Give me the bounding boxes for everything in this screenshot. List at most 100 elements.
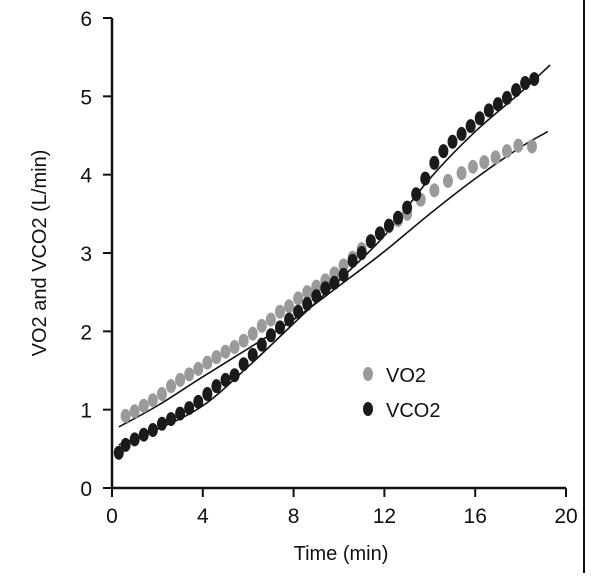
data-point-vo2 — [513, 138, 524, 153]
data-point-vco2 — [247, 347, 258, 362]
data-point-vco2 — [138, 427, 149, 442]
fit-line-vco2 — [118, 64, 551, 446]
y-axis-title: VO2 and VCO2 (L/min) — [29, 150, 51, 357]
data-point-vco2 — [284, 312, 295, 327]
data-point-vco2 — [374, 226, 385, 241]
y-tick-label: 2 — [80, 321, 92, 344]
data-point-vo2 — [129, 404, 140, 419]
data-point-vco2 — [302, 296, 313, 311]
data-point-vco2 — [120, 437, 131, 452]
x-tick-label: 16 — [464, 505, 487, 528]
x-tick-label: 0 — [106, 505, 118, 528]
data-point-vo2 — [147, 393, 158, 408]
y-tick-label: 0 — [80, 478, 92, 501]
x-axis-title: Time (min) — [294, 543, 389, 565]
x-tick-label: 4 — [197, 505, 209, 528]
data-point-vo2 — [490, 150, 501, 165]
data-point-vco2 — [220, 372, 231, 387]
data-point-vo2 — [256, 318, 267, 333]
data-point-vo2 — [193, 361, 204, 376]
data-point-vo2 — [211, 350, 222, 365]
legend-label-vco2: VCO2 — [386, 400, 440, 422]
data-point-vco2 — [338, 267, 349, 282]
data-point-vco2 — [483, 103, 494, 118]
data-point-vco2 — [311, 289, 322, 304]
data-point-vco2 — [156, 416, 167, 431]
data-point-vco2 — [474, 111, 485, 126]
data-point-vo2 — [274, 304, 285, 319]
data-point-vco2 — [420, 171, 431, 186]
data-point-vco2 — [211, 379, 222, 394]
data-point-vo2 — [166, 379, 177, 394]
data-point-vco2 — [238, 357, 249, 372]
data-point-vco2 — [229, 368, 240, 383]
data-point-vo2 — [184, 367, 195, 382]
data-point-vco2 — [256, 337, 267, 352]
data-point-vco2 — [429, 155, 440, 170]
data-point-vco2 — [511, 83, 522, 98]
data-point-vo2 — [467, 159, 478, 174]
fit-lines — [118, 64, 551, 446]
y-tick-label: 6 — [80, 8, 92, 31]
data-point-vco2 — [184, 401, 195, 416]
data-point-vo2 — [156, 387, 167, 401]
data-point-vo2 — [138, 398, 149, 413]
data-point-vco2 — [129, 432, 140, 447]
data-point-vco2 — [492, 97, 503, 112]
data-point-vo2 — [247, 326, 258, 341]
x-tick-label: 8 — [288, 505, 300, 528]
legend-marker-vo2 — [363, 367, 373, 381]
y-tick-label: 5 — [80, 86, 92, 109]
data-point-vo2 — [175, 372, 186, 387]
data-point-vco2 — [402, 200, 413, 215]
data-point-vco2 — [320, 281, 331, 296]
data-point-vco2 — [438, 144, 449, 159]
data-point-vo2 — [120, 408, 131, 423]
data-point-vo2 — [442, 173, 453, 188]
data-point-vo2 — [456, 166, 467, 181]
data-points — [113, 72, 540, 460]
data-point-vco2 — [193, 394, 204, 409]
data-point-vo2 — [265, 312, 276, 327]
data-point-vo2 — [238, 333, 249, 348]
data-point-vco2 — [274, 320, 285, 335]
data-point-vco2 — [147, 423, 158, 438]
data-point-vco2 — [456, 126, 467, 141]
data-point-vco2 — [411, 187, 422, 202]
data-point-vco2 — [293, 304, 304, 319]
data-point-vo2 — [429, 183, 440, 198]
legend-label-vo2: VO2 — [386, 365, 426, 387]
data-point-vo2 — [501, 144, 512, 159]
data-point-vo2 — [526, 139, 537, 154]
y-tick-label: 3 — [80, 243, 92, 266]
data-point-vco2 — [520, 76, 531, 91]
x-tick-label: 20 — [554, 505, 577, 528]
legend-marker-vco2 — [363, 402, 373, 416]
data-point-vco2 — [265, 328, 276, 343]
data-point-vco2 — [175, 406, 186, 421]
data-point-vco2 — [347, 253, 358, 268]
data-point-vco2 — [393, 210, 404, 225]
y-tick-label: 4 — [80, 165, 92, 188]
data-point-vco2 — [383, 218, 394, 233]
data-point-vo2 — [202, 355, 213, 370]
fit-line-vo2 — [118, 130, 549, 428]
data-point-vco2 — [529, 72, 540, 87]
data-point-vco2 — [465, 119, 476, 134]
data-point-vo2 — [302, 285, 313, 300]
data-point-vco2 — [166, 412, 177, 427]
data-point-vco2 — [447, 134, 458, 149]
y-tick-label: 1 — [80, 400, 92, 423]
legend: VO2 VCO2 — [363, 365, 440, 422]
data-point-vco2 — [202, 387, 213, 401]
data-point-vo2 — [293, 291, 304, 306]
data-point-vco2 — [501, 90, 512, 105]
data-point-vco2 — [113, 445, 124, 460]
data-point-vco2 — [329, 275, 340, 290]
data-point-vo2 — [479, 155, 490, 170]
data-point-vo2 — [220, 344, 231, 359]
data-point-vco2 — [356, 246, 367, 260]
